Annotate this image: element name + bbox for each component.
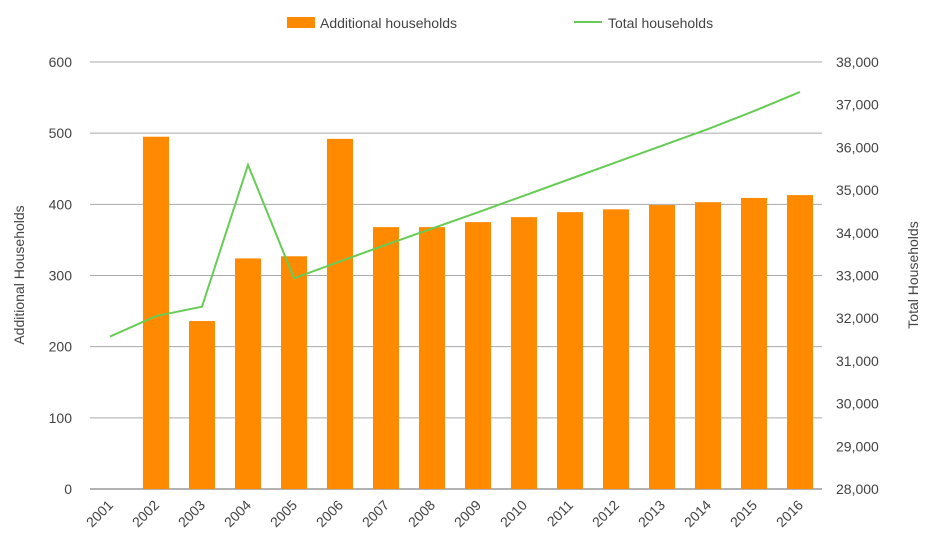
x-tick-label: 2002 (129, 497, 162, 530)
bar (557, 212, 583, 489)
bar (695, 202, 721, 489)
y2-tick-label: 37,000 (836, 97, 879, 113)
x-tick-label: 2009 (451, 497, 484, 530)
line-series (109, 90, 801, 338)
left-axis-title: Additional Households (11, 205, 27, 344)
y-tick-label: 400 (49, 196, 73, 212)
y2-tick-label: 29,000 (836, 438, 879, 454)
y-tick-label: 500 (49, 125, 73, 141)
y2-tick-label: 31,000 (836, 353, 879, 369)
x-tick-label: 2003 (175, 497, 208, 530)
x-tick-label: 2015 (727, 497, 760, 530)
y2-tick-label: 34,000 (836, 225, 879, 241)
x-tick-label: 2006 (313, 497, 346, 530)
bar (741, 197, 767, 489)
bar-series (143, 136, 813, 490)
x-tick-label: 2005 (267, 497, 300, 530)
y2-tick-label: 28,000 (836, 481, 879, 497)
bar (787, 195, 813, 489)
y-tick-label: 0 (64, 481, 72, 497)
bar (511, 217, 537, 490)
y2-tick-label: 32,000 (836, 310, 879, 326)
legend-swatch-bar (287, 17, 315, 28)
bar (419, 227, 445, 489)
x-tick-label: 2001 (83, 497, 116, 530)
legend-label-line: Total households (608, 15, 713, 31)
y2-tick-label: 38,000 (836, 54, 879, 70)
x-tick-label: 2011 (544, 497, 577, 530)
bar (143, 136, 169, 489)
x-tick-label: 2014 (681, 497, 714, 530)
legend: Additional households Total households (287, 15, 713, 31)
x-tick-label: 2008 (405, 497, 438, 530)
y-tick-label: 200 (49, 339, 73, 355)
y-tick-label: 300 (49, 268, 73, 284)
bar (235, 258, 261, 489)
y2-tick-label: 35,000 (836, 182, 879, 198)
y-tick-label: 100 (49, 410, 73, 426)
left-axis-ticks: 0 100 200 300 400 500 600 (49, 54, 73, 497)
bar (603, 209, 629, 489)
right-axis-title: Total Households (905, 221, 921, 328)
bar (281, 256, 307, 489)
bar (373, 227, 399, 489)
x-axis-ticks: 2001 2002 2003 2004 2005 2006 2007 2008 2009 2010… (83, 497, 806, 530)
x-tick-label: 2007 (359, 497, 392, 530)
x-tick-label: 2004 (221, 497, 254, 530)
x-tick-label: 2013 (635, 497, 668, 530)
x-tick-label: 2016 (773, 497, 806, 530)
bar (327, 138, 353, 490)
bar (189, 321, 215, 489)
y2-tick-label: 30,000 (836, 396, 879, 412)
y2-tick-label: 33,000 (836, 268, 879, 284)
bar (465, 222, 491, 489)
x-tick-label: 2010 (497, 497, 530, 530)
y2-tick-label: 36,000 (836, 139, 879, 155)
x-tick-label: 2012 (589, 497, 622, 530)
y-tick-label: 600 (49, 54, 73, 70)
total-households-line (109, 90, 801, 338)
legend-label-bar: Additional households (320, 15, 457, 31)
bar (649, 205, 675, 490)
right-axis-ticks: 28,000 29,000 30,000 31,000 32,000 33,000 34,0… (836, 54, 879, 497)
